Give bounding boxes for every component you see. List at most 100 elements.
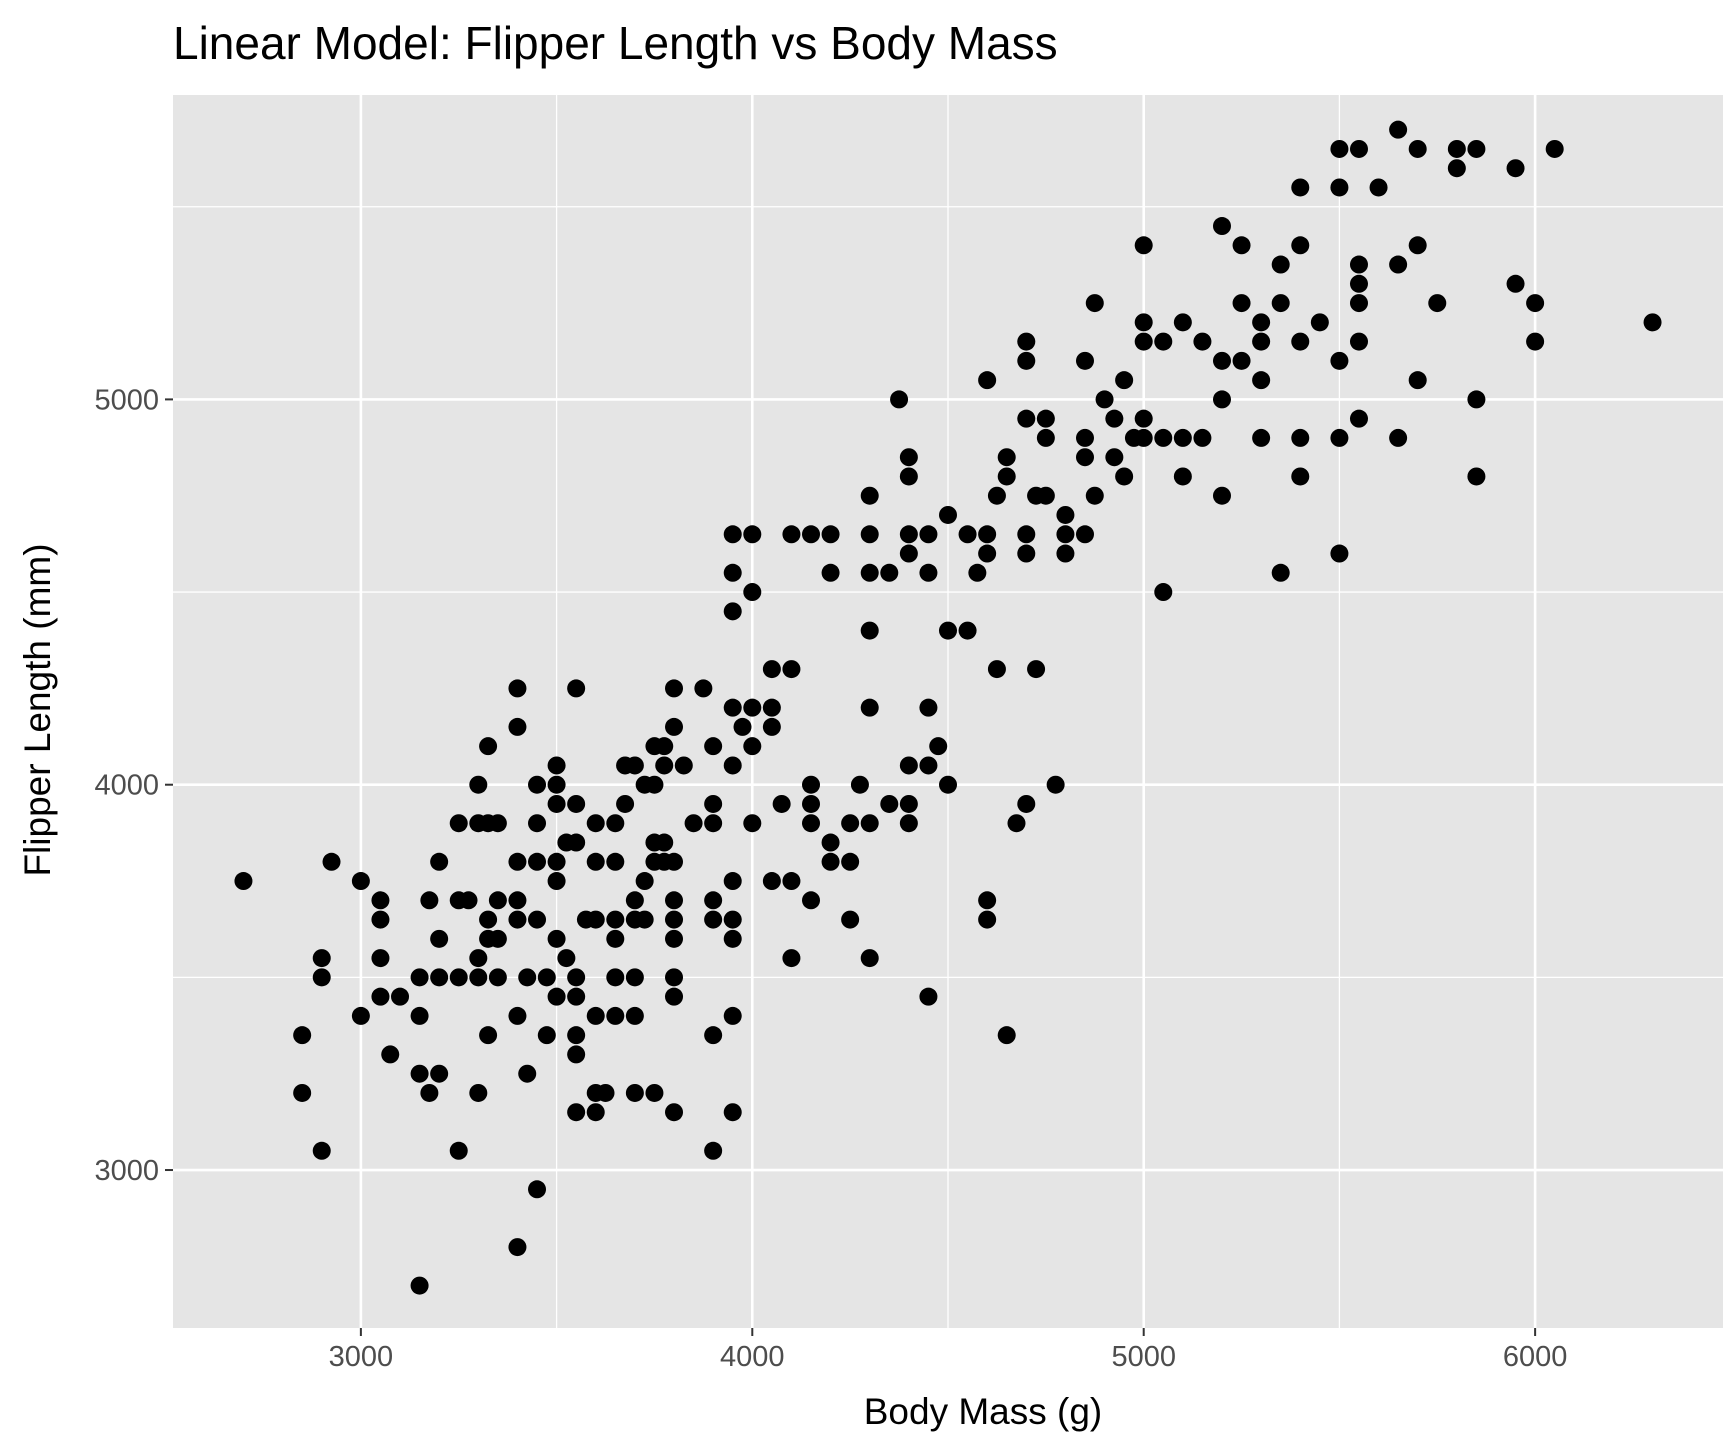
data-point [488, 814, 507, 833]
y-axis-title: Flipper Length (mm) [17, 543, 58, 876]
data-point [880, 794, 899, 813]
data-point [997, 467, 1016, 486]
data-point [919, 756, 938, 775]
data-point [1506, 274, 1525, 293]
data-point [762, 660, 781, 679]
data-point [1115, 467, 1134, 486]
data-point [586, 1103, 605, 1122]
data-point [1007, 814, 1026, 833]
data-point [674, 756, 693, 775]
data-point [312, 949, 331, 968]
data-point [528, 1180, 547, 1199]
data-point [1056, 544, 1075, 563]
data-point [420, 891, 439, 910]
data-point [939, 621, 957, 640]
data-point [723, 698, 742, 717]
data-point [371, 949, 390, 968]
data-point [841, 852, 860, 871]
data-point [381, 1045, 400, 1064]
data-point [508, 910, 527, 929]
data-point [987, 660, 1006, 679]
data-point [1349, 409, 1368, 428]
data-point [978, 910, 997, 929]
data-point [312, 1141, 331, 1160]
data-point [1467, 139, 1486, 158]
data-point [645, 775, 664, 794]
data-point [782, 660, 801, 679]
data-point [1212, 217, 1231, 236]
data-point [371, 891, 390, 910]
data-point [391, 987, 410, 1006]
data-point [293, 1026, 312, 1045]
data-point [978, 544, 997, 563]
data-point [655, 833, 674, 852]
data-point [479, 737, 498, 756]
data-point [665, 891, 684, 910]
data-point [1291, 332, 1310, 351]
data-point [860, 486, 879, 505]
data-point [606, 968, 625, 987]
data-point [880, 563, 899, 582]
data-point [899, 467, 918, 486]
data-point [1075, 428, 1094, 447]
data-point [518, 968, 537, 987]
data-point [1095, 390, 1114, 409]
data-point [899, 544, 918, 563]
x-tick-label: 6000 [1503, 1341, 1568, 1373]
data-point [1085, 486, 1104, 505]
data-point [1105, 448, 1124, 467]
data-point [567, 833, 586, 852]
data-point [469, 949, 488, 968]
data-point [1134, 409, 1153, 428]
data-point [997, 448, 1016, 467]
data-point [782, 525, 801, 544]
data-point [704, 814, 723, 833]
data-point [1017, 351, 1036, 370]
data-point [1330, 544, 1349, 563]
data-point [997, 1026, 1016, 1045]
data-point [802, 775, 821, 794]
data-point [821, 852, 840, 871]
data-point [978, 371, 997, 390]
data-point [665, 968, 684, 987]
data-point [635, 872, 654, 891]
data-point [899, 814, 918, 833]
data-point [1545, 139, 1564, 158]
data-point [1349, 139, 1368, 158]
chart-title: Linear Model: Flipper Length vs Body Mas… [173, 17, 1058, 69]
data-point [430, 968, 449, 987]
data-point [1212, 351, 1231, 370]
data-point [1506, 159, 1525, 178]
data-point [1105, 409, 1124, 428]
data-point [528, 814, 547, 833]
data-point [1349, 274, 1368, 293]
data-point [567, 968, 586, 987]
data-point [459, 891, 478, 910]
data-point [743, 814, 762, 833]
data-point [479, 1026, 498, 1045]
data-point [919, 563, 938, 582]
data-point [1134, 236, 1153, 255]
data-point [567, 1026, 586, 1045]
data-point [528, 775, 547, 794]
data-point [723, 1006, 742, 1025]
data-point [586, 814, 605, 833]
data-point [371, 987, 390, 1006]
data-point [704, 737, 723, 756]
data-point [1271, 255, 1290, 274]
data-point [958, 525, 977, 544]
data-point [1349, 294, 1368, 313]
data-point [1232, 294, 1251, 313]
data-point [762, 872, 781, 891]
data-point [1212, 390, 1231, 409]
data-point [430, 929, 449, 948]
data-point [410, 1276, 429, 1295]
data-point [743, 525, 762, 544]
data-point [655, 737, 674, 756]
data-point [1193, 428, 1212, 447]
data-point [1046, 775, 1065, 794]
data-point [762, 717, 781, 736]
data-point [1428, 294, 1447, 313]
data-point [821, 563, 840, 582]
